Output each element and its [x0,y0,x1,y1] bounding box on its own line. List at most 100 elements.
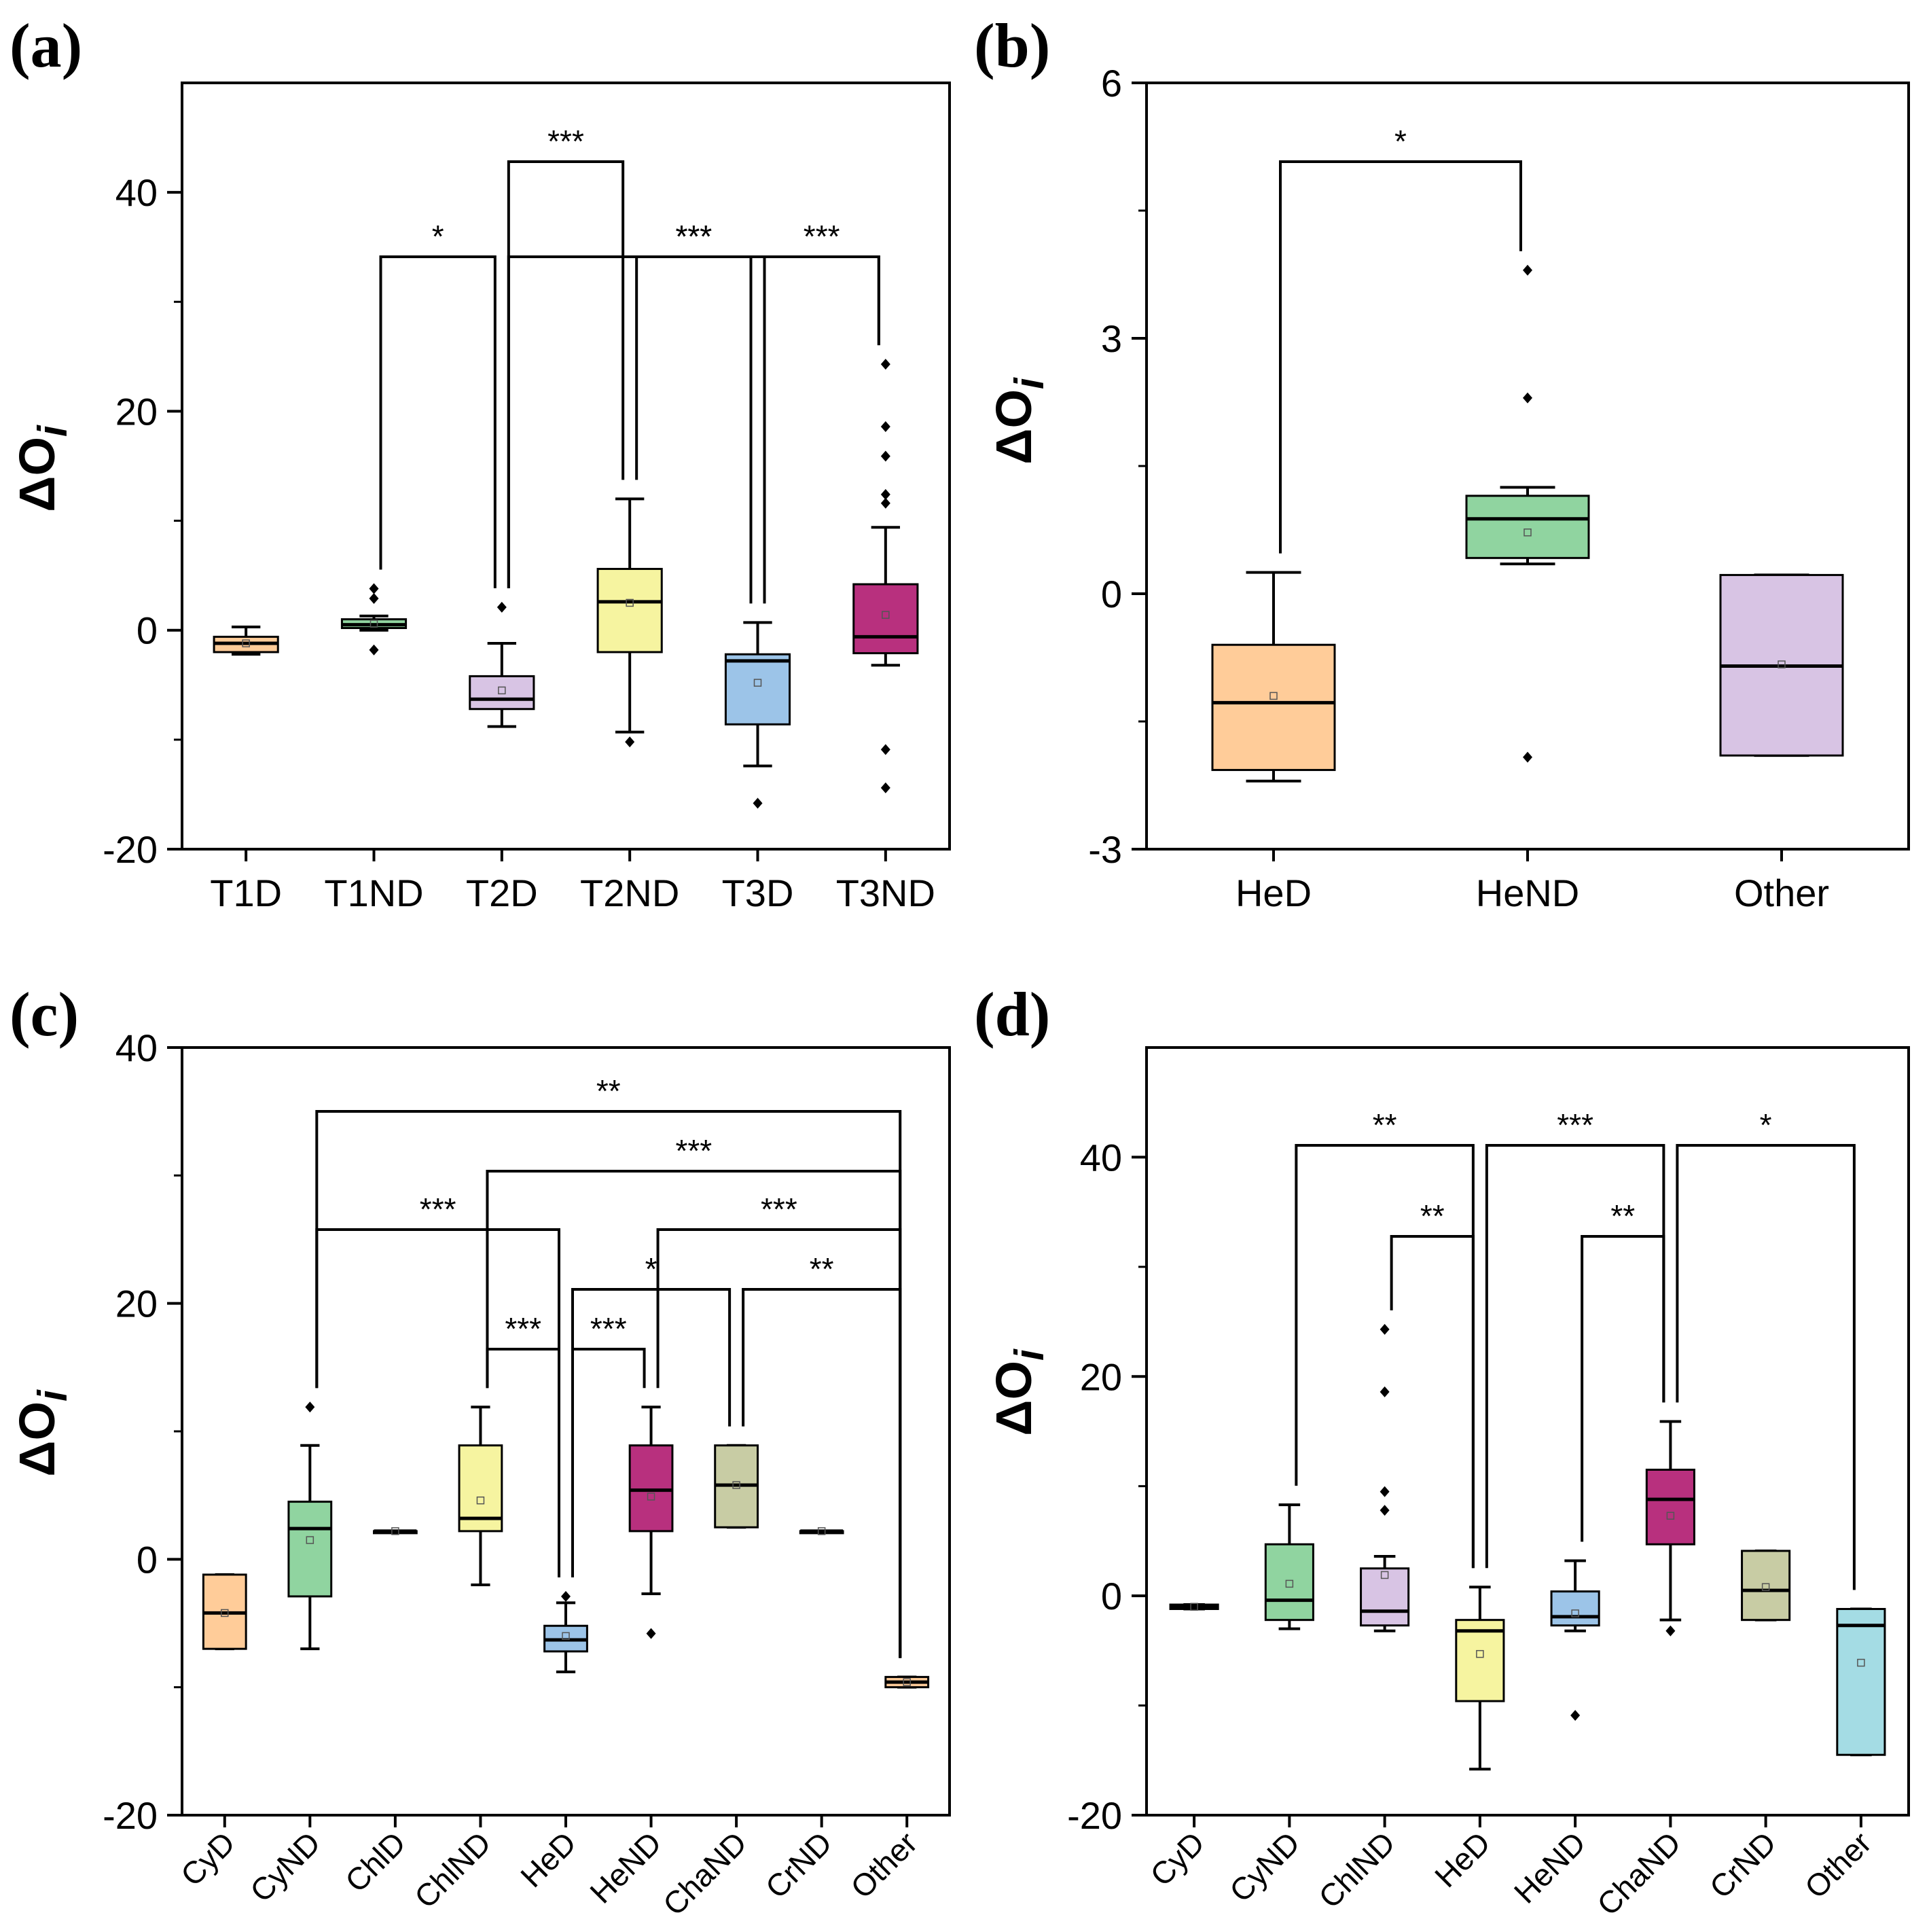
mean-marker [753,679,762,687]
significance-bracket: * [1279,124,1522,554]
mean-marker [1476,1649,1484,1658]
box-Other [884,1675,930,1689]
box-body [469,675,535,711]
box-HeND [1550,1559,1600,1721]
significance-label: * [1394,124,1407,159]
significance-label: ** [810,1251,834,1287]
box-body [1550,1590,1600,1627]
outlier-point [1523,264,1532,276]
x-tick-label: CrND [1703,1825,1783,1905]
mean-marker [369,620,378,628]
y-axis-label-main: ΔO [986,389,1042,465]
x-tick-label: CrND [759,1825,839,1905]
significance-bracket: *** [635,219,753,604]
y-tick-label: -20 [1067,1794,1122,1837]
significance-label: ** [1373,1107,1397,1143]
significance-bracket: *** [571,1311,646,1577]
plot-frame [181,1046,951,1817]
significance-label: *** [804,219,840,254]
y-axis-label: ΔOi [9,1389,75,1477]
box-body [1741,1550,1791,1622]
outlier-point [625,736,635,748]
y-tick-label: -20 [103,1794,158,1837]
box-HeD [543,1590,588,1674]
y-tick-label: 0 [137,1538,158,1581]
outlier-point [369,583,379,594]
y-axis-label: ΔOi [9,425,75,512]
outlier-point [561,1590,571,1602]
mean-marker [1761,1583,1770,1591]
significance-label: * [1760,1107,1772,1143]
outlier-point [1380,1386,1390,1397]
significance-label: *** [590,1311,627,1346]
bracket-line [486,1348,560,1577]
box-T3ND [852,359,919,793]
box-body [1360,1567,1410,1627]
box-HeD [1455,1586,1505,1771]
outlier-point [753,798,763,809]
y-tick-label: 3 [1101,317,1122,360]
outlier-point [880,497,890,509]
y-axis-label-main: ΔO [986,1361,1042,1436]
outlier-point [880,450,890,462]
box-T3D [724,621,791,809]
outlier-point [880,421,890,432]
mean-marker [242,639,250,647]
significance-bracket: *** [315,1192,560,1577]
outlier-point [880,744,890,755]
mean-marker [1524,529,1532,537]
box-T1D [213,625,279,656]
bracket-line [315,1110,902,1658]
x-tick-label: ChlND [1312,1825,1402,1915]
panel-1: (b) -3 0 3 6 ΔOi HeD HeND Other * [974,11,1910,914]
plot-frame [181,82,951,851]
y-axis-label-sub: i [1007,377,1052,389]
mean-marker [903,1678,911,1686]
mean-marker [1778,660,1786,668]
bracket-line [635,255,753,604]
mean-marker [306,1536,314,1544]
bracket-line [507,255,880,588]
mean-marker [882,611,890,619]
bracket-line [507,160,625,588]
significance-label: *** [1557,1107,1593,1143]
significance-bracket: *** [486,1133,902,1658]
x-tick-label: T2ND [580,872,679,914]
x-tick-label: ChlD [338,1825,412,1899]
significance-bracket: *** [763,219,880,604]
outlier-point [1523,392,1532,404]
significance-bracket: *** [486,1311,560,1577]
box-body [1211,643,1336,771]
box-T2ND [596,497,663,748]
significance-label: ** [596,1073,621,1109]
box-HeND [1465,264,1590,763]
significance-bracket: * [379,219,497,588]
significance-label: *** [505,1311,541,1346]
x-tick-label: CyND [243,1825,327,1909]
mean-marker [476,1496,485,1505]
outlier-point [1380,1505,1390,1516]
outlier-point [646,1628,656,1639]
y-tick-label: 20 [1080,1355,1122,1398]
mean-marker [1269,692,1278,700]
bracket-line [742,1288,902,1658]
mean-marker [498,686,506,695]
y-tick-label: 0 [137,609,158,652]
bracket-line [379,255,497,588]
box-ChlND [1360,1323,1410,1632]
box-CyD [202,1573,247,1651]
significance-bracket: *** [507,124,625,588]
box-CyND [1264,1503,1314,1630]
x-tick-label: Other [1798,1825,1878,1905]
outlier-point [369,644,379,656]
x-tick-label: HeND [1476,872,1579,914]
panel-label: (c) [10,980,79,1049]
bracket-line [1485,1144,1665,1569]
outlier-point [1665,1625,1676,1636]
box-ChlND [458,1406,503,1586]
significance-bracket: ** [742,1251,902,1658]
outlier-point [1570,1710,1581,1721]
